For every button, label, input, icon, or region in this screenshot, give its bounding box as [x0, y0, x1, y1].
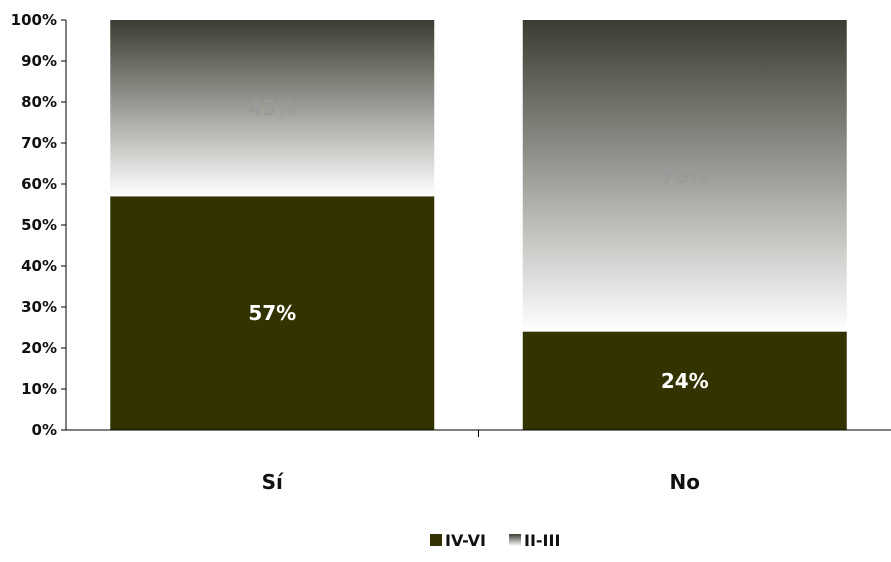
y-tick-label: 60%	[21, 175, 57, 193]
x-category-label: Sí	[262, 470, 284, 494]
data-label: 43%	[248, 96, 296, 120]
y-axis: 0% 10% 20% 30% 40% 50% 60% 70% 80% 90% 100%	[11, 11, 67, 439]
y-tick-label: 100%	[11, 11, 57, 29]
legend-item: IV-VI	[430, 531, 486, 550]
y-tick-label: 80%	[21, 93, 57, 111]
x-category-label: No	[670, 470, 700, 494]
data-label: 57%	[248, 301, 296, 325]
legend-label: IV-VI	[445, 531, 486, 550]
y-tick-label: 30%	[21, 298, 57, 316]
bars: 57% 43% 24% 76%	[110, 20, 847, 430]
y-tick-label: 0%	[32, 421, 57, 439]
legend-swatch	[430, 534, 442, 546]
data-label: 76%	[661, 164, 709, 188]
y-tick-label: 10%	[21, 380, 57, 398]
bar-II-III-No	[522, 20, 847, 332]
bar-II-III-Sí	[110, 20, 435, 197]
data-label: 24%	[661, 369, 709, 393]
y-tick-label: 90%	[21, 52, 57, 70]
legend-label: II-III	[524, 531, 560, 550]
y-tick-label: 40%	[21, 257, 57, 275]
y-tick-label: 70%	[21, 134, 57, 152]
legend-item: II-III	[509, 531, 560, 550]
x-axis: Sí No	[66, 429, 891, 494]
y-tick-label: 20%	[21, 339, 57, 357]
y-tick-label: 50%	[21, 216, 57, 234]
bar-IV-VI-No	[522, 331, 847, 430]
bar-IV-VI-Sí	[110, 196, 435, 430]
legend: IV-VI II-III	[430, 531, 560, 550]
legend-swatch	[509, 534, 521, 546]
